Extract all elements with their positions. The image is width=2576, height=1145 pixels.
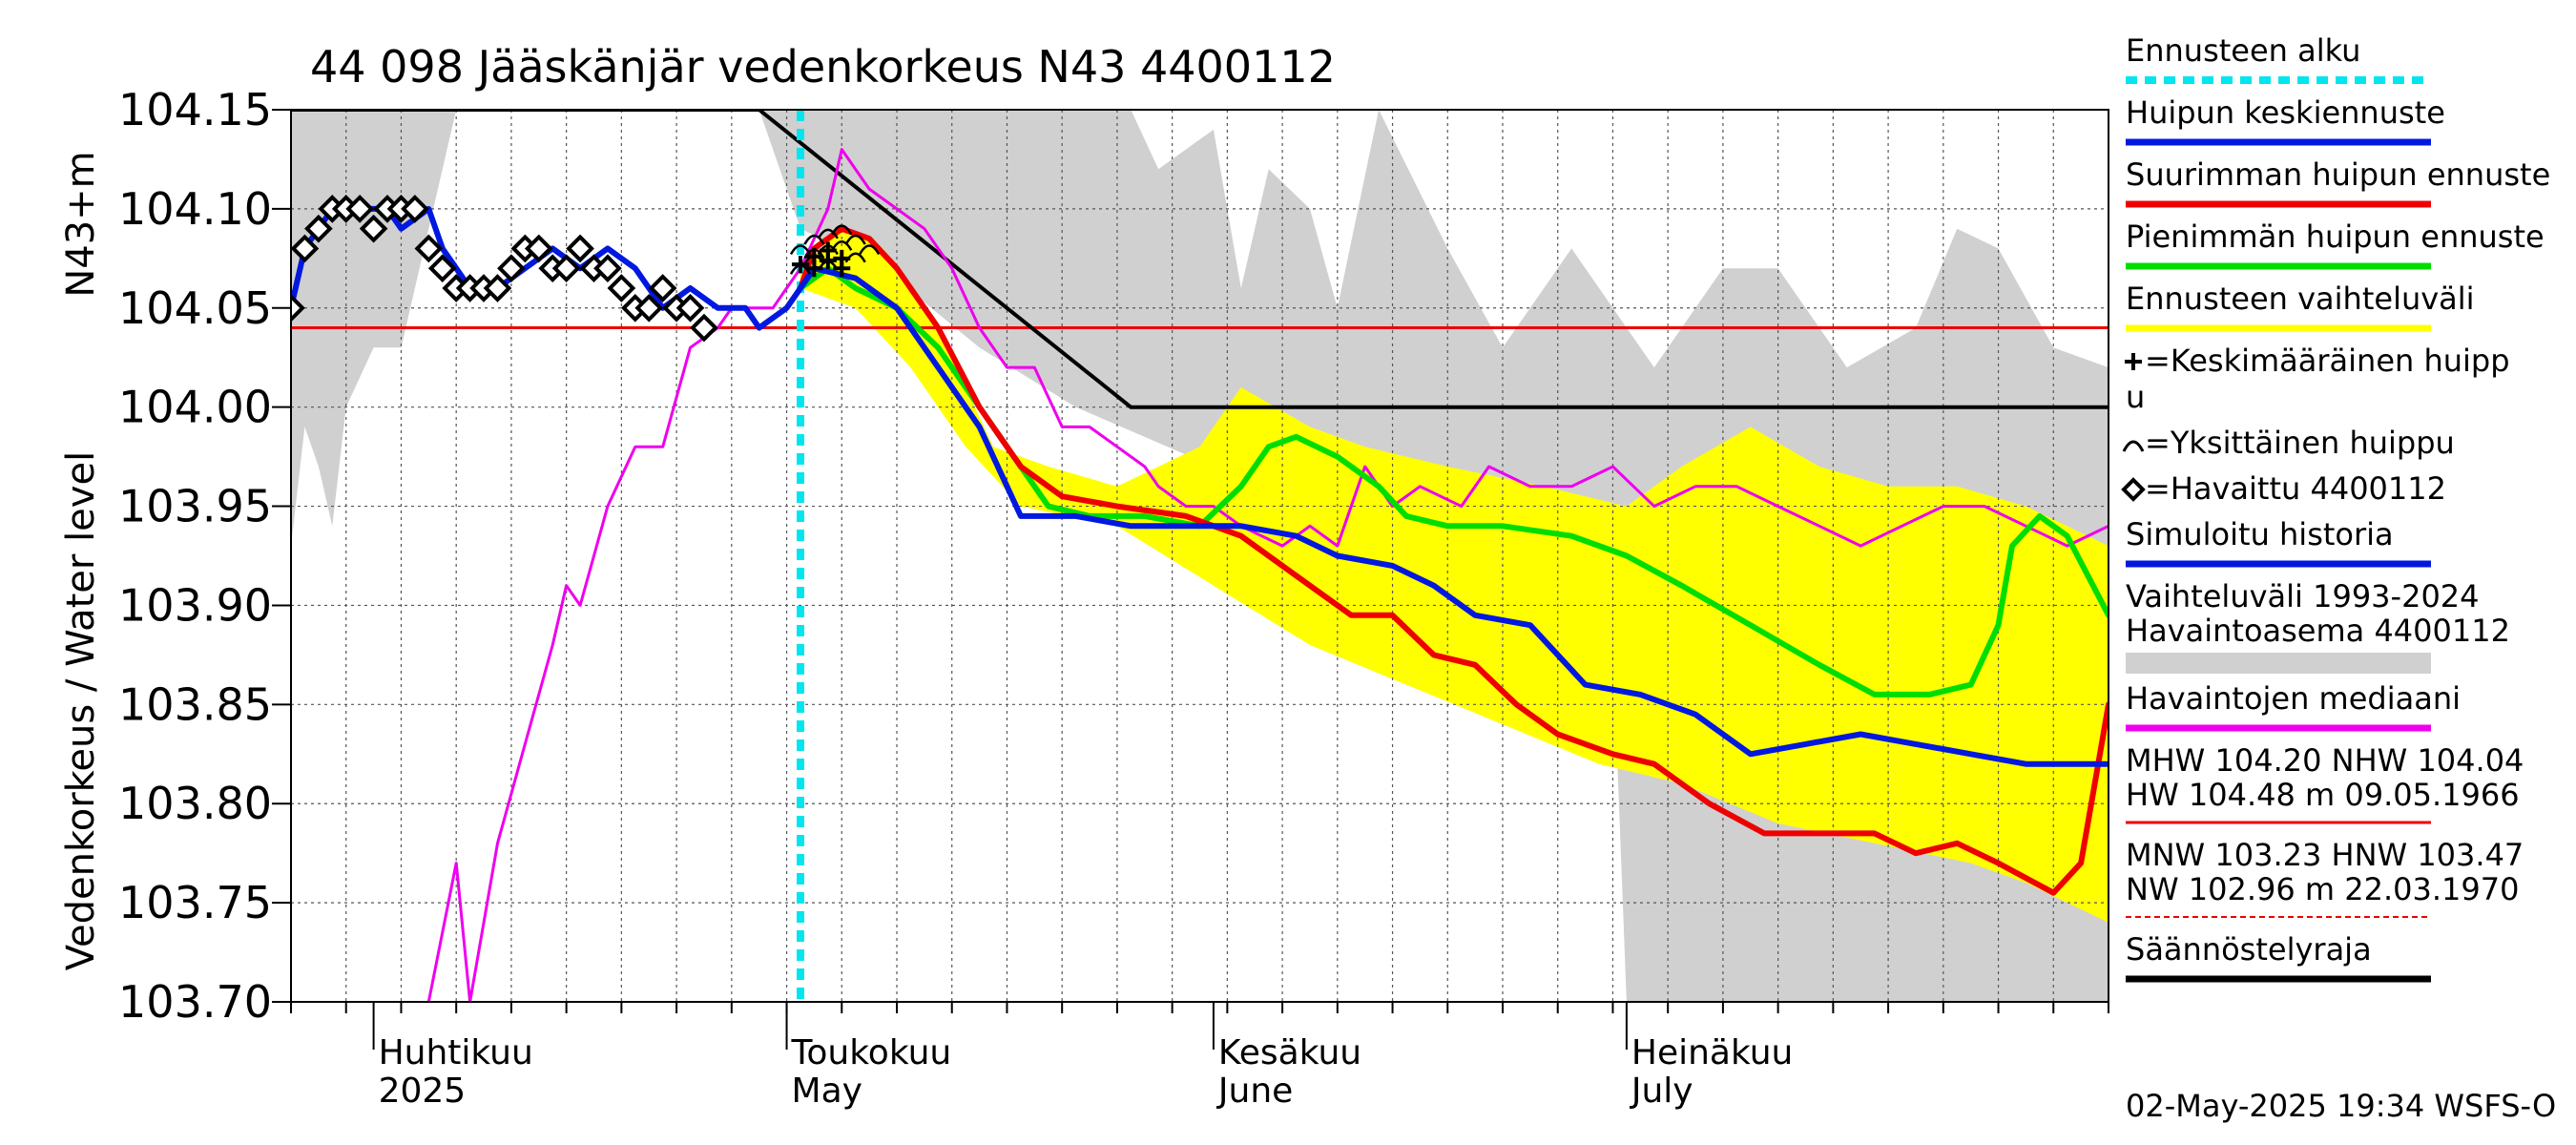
observed-point bbox=[607, 274, 636, 302]
y-tick-label: 104.10 bbox=[118, 183, 272, 235]
legend-diamond-marker bbox=[2121, 477, 2146, 502]
legend-item: Havaintojen mediaani bbox=[2126, 680, 2461, 732]
month-label-en: June bbox=[1216, 1072, 1293, 1111]
legend-item: Ennusteen alku bbox=[2126, 32, 2431, 84]
legend-item: Simuloitu historia bbox=[2126, 516, 2431, 568]
legend-label: Suurimman huipun ennuste bbox=[2126, 156, 2550, 193]
legend-label: =Yksittäinen huippu bbox=[2145, 425, 2455, 461]
observed-point bbox=[593, 254, 622, 283]
observed-point bbox=[304, 214, 333, 243]
footer-timestamp: 02-May-2025 19:34 WSFS-O bbox=[2126, 1088, 2556, 1124]
month-label: Huhtikuu bbox=[379, 1033, 533, 1072]
observed-point bbox=[483, 274, 512, 302]
y-tick-label: 103.85 bbox=[118, 678, 272, 730]
legend-label: Pienimmän huipun ennuste bbox=[2126, 219, 2545, 255]
observed-point bbox=[675, 293, 705, 323]
mean-peak-marker bbox=[833, 260, 851, 278]
observed-point bbox=[345, 195, 374, 223]
month-label-en: July bbox=[1630, 1072, 1693, 1111]
legend-label: Vaihteluväli 1993-2024 bbox=[2126, 578, 2480, 614]
month-label: Heinäkuu bbox=[1631, 1033, 1793, 1072]
legend-label: Simuloitu historia bbox=[2126, 516, 2394, 552]
legend-arc-marker bbox=[2122, 440, 2145, 452]
mean-peak-marker bbox=[819, 241, 837, 260]
legend-item: Suurimman huipun ennuste bbox=[2126, 156, 2550, 208]
legend-label: =Havaittu 4400112 bbox=[2145, 470, 2446, 507]
legend-label-line2: HW 104.48 m 09.05.1966 bbox=[2126, 777, 2520, 813]
legend-label: MHW 104.20 NHW 104.04 bbox=[2126, 742, 2524, 779]
legend-swatch bbox=[2126, 653, 2431, 674]
y-tick-label: 104.05 bbox=[118, 282, 272, 334]
observed-point bbox=[291, 293, 305, 323]
observed-point bbox=[427, 254, 457, 283]
legend-label: =Keskimääräinen huipp bbox=[2145, 343, 2510, 379]
y-axis-unit: N43+m bbox=[59, 151, 103, 297]
observed-point bbox=[566, 234, 594, 263]
y-tick-label: 104.00 bbox=[118, 382, 272, 433]
legend-label: MNW 103.23 HNW 103.47 bbox=[2126, 837, 2524, 873]
plot-frame bbox=[290, 109, 2109, 1003]
single-peak-marker bbox=[831, 240, 853, 251]
y-axis-label: Vedenkorkeus / Water level bbox=[59, 451, 103, 970]
observed-point bbox=[401, 195, 429, 223]
legend-item: =Yksittäinen huippu bbox=[2122, 425, 2455, 461]
range-bands bbox=[291, 110, 2109, 1002]
legend: Ennusteen alku Huipun keskiennuste Suurimm… bbox=[2121, 32, 2550, 983]
legend-item: =Havaittu 4400112 bbox=[2121, 470, 2446, 507]
mean-peak-marker bbox=[805, 260, 823, 278]
axes: 104.15 104.10 104.05 104.00 103.95 103.90 103.… bbox=[118, 84, 2109, 1111]
observed-point bbox=[524, 234, 553, 263]
single-peak-marker bbox=[859, 244, 881, 256]
legend-item: Huipun keskiennuste bbox=[2126, 94, 2445, 146]
legend-label-line2: u bbox=[2126, 379, 2145, 415]
month-label: Kesäkuu bbox=[1218, 1033, 1361, 1072]
observed-point bbox=[359, 214, 388, 243]
y-tick-label: 103.95 bbox=[118, 481, 272, 532]
series-suurimman-huipun-ennuste bbox=[798, 225, 2109, 896]
legend-plus-marker bbox=[2125, 353, 2142, 370]
legend-label-line2: NW 102.96 m 22.03.1970 bbox=[2126, 871, 2519, 907]
y-tick-label: 103.70 bbox=[118, 976, 272, 1028]
chart-title: 44 098 Jääskänjär vedenkorkeus N43 44001… bbox=[310, 41, 1336, 93]
mean-peak-marker bbox=[791, 256, 809, 274]
single-peak-marker bbox=[831, 224, 853, 236]
legend-item: =Keskimääräinen huippu bbox=[2125, 343, 2510, 415]
observed-point bbox=[291, 234, 320, 263]
month-label: Toukokuu bbox=[791, 1033, 952, 1072]
legend-label-line2: Havaintoasema 4400112 bbox=[2126, 613, 2510, 649]
month-label-en: 2025 bbox=[379, 1072, 467, 1111]
legend-label: Ennusteen vaihteluväli bbox=[2126, 281, 2475, 317]
observed-point bbox=[497, 254, 526, 283]
observed-point bbox=[414, 234, 444, 263]
legend-item: Säännöstelyraja bbox=[2126, 931, 2431, 983]
single-peak-marker bbox=[803, 234, 825, 245]
legend-item: Ennusteen vaihteluväli bbox=[2126, 281, 2475, 332]
markers bbox=[291, 195, 881, 343]
legend-label: Ennusteen alku bbox=[2126, 32, 2360, 69]
legend-label: Säännöstelyraja bbox=[2126, 931, 2372, 968]
y-tick-label: 103.90 bbox=[118, 579, 272, 631]
observed-point bbox=[648, 274, 677, 302]
y-tick-label: 104.15 bbox=[118, 84, 272, 135]
series-havaintojen-mediaani bbox=[426, 148, 2109, 1002]
observed-point bbox=[551, 254, 581, 283]
legend-label: Huipun keskiennuste bbox=[2126, 94, 2445, 131]
series-huipun-keskiennuste bbox=[798, 265, 2109, 767]
observed-point bbox=[690, 313, 718, 343]
legend-label: Havaintojen mediaani bbox=[2126, 680, 2461, 717]
legend-item: Vaihteluväli 1993-2024 Havaintoasema 440… bbox=[2126, 578, 2510, 674]
month-label-en: May bbox=[792, 1072, 862, 1111]
y-tick-label: 103.75 bbox=[118, 877, 272, 928]
single-peak-marker bbox=[844, 234, 866, 245]
legend-item: Pienimmän huipun ennuste bbox=[2126, 219, 2545, 270]
single-peak-marker bbox=[817, 228, 839, 239]
historical-max-envelope bbox=[1131, 110, 2109, 368]
y-tick-label: 103.80 bbox=[118, 778, 272, 829]
observed-point bbox=[634, 293, 664, 323]
